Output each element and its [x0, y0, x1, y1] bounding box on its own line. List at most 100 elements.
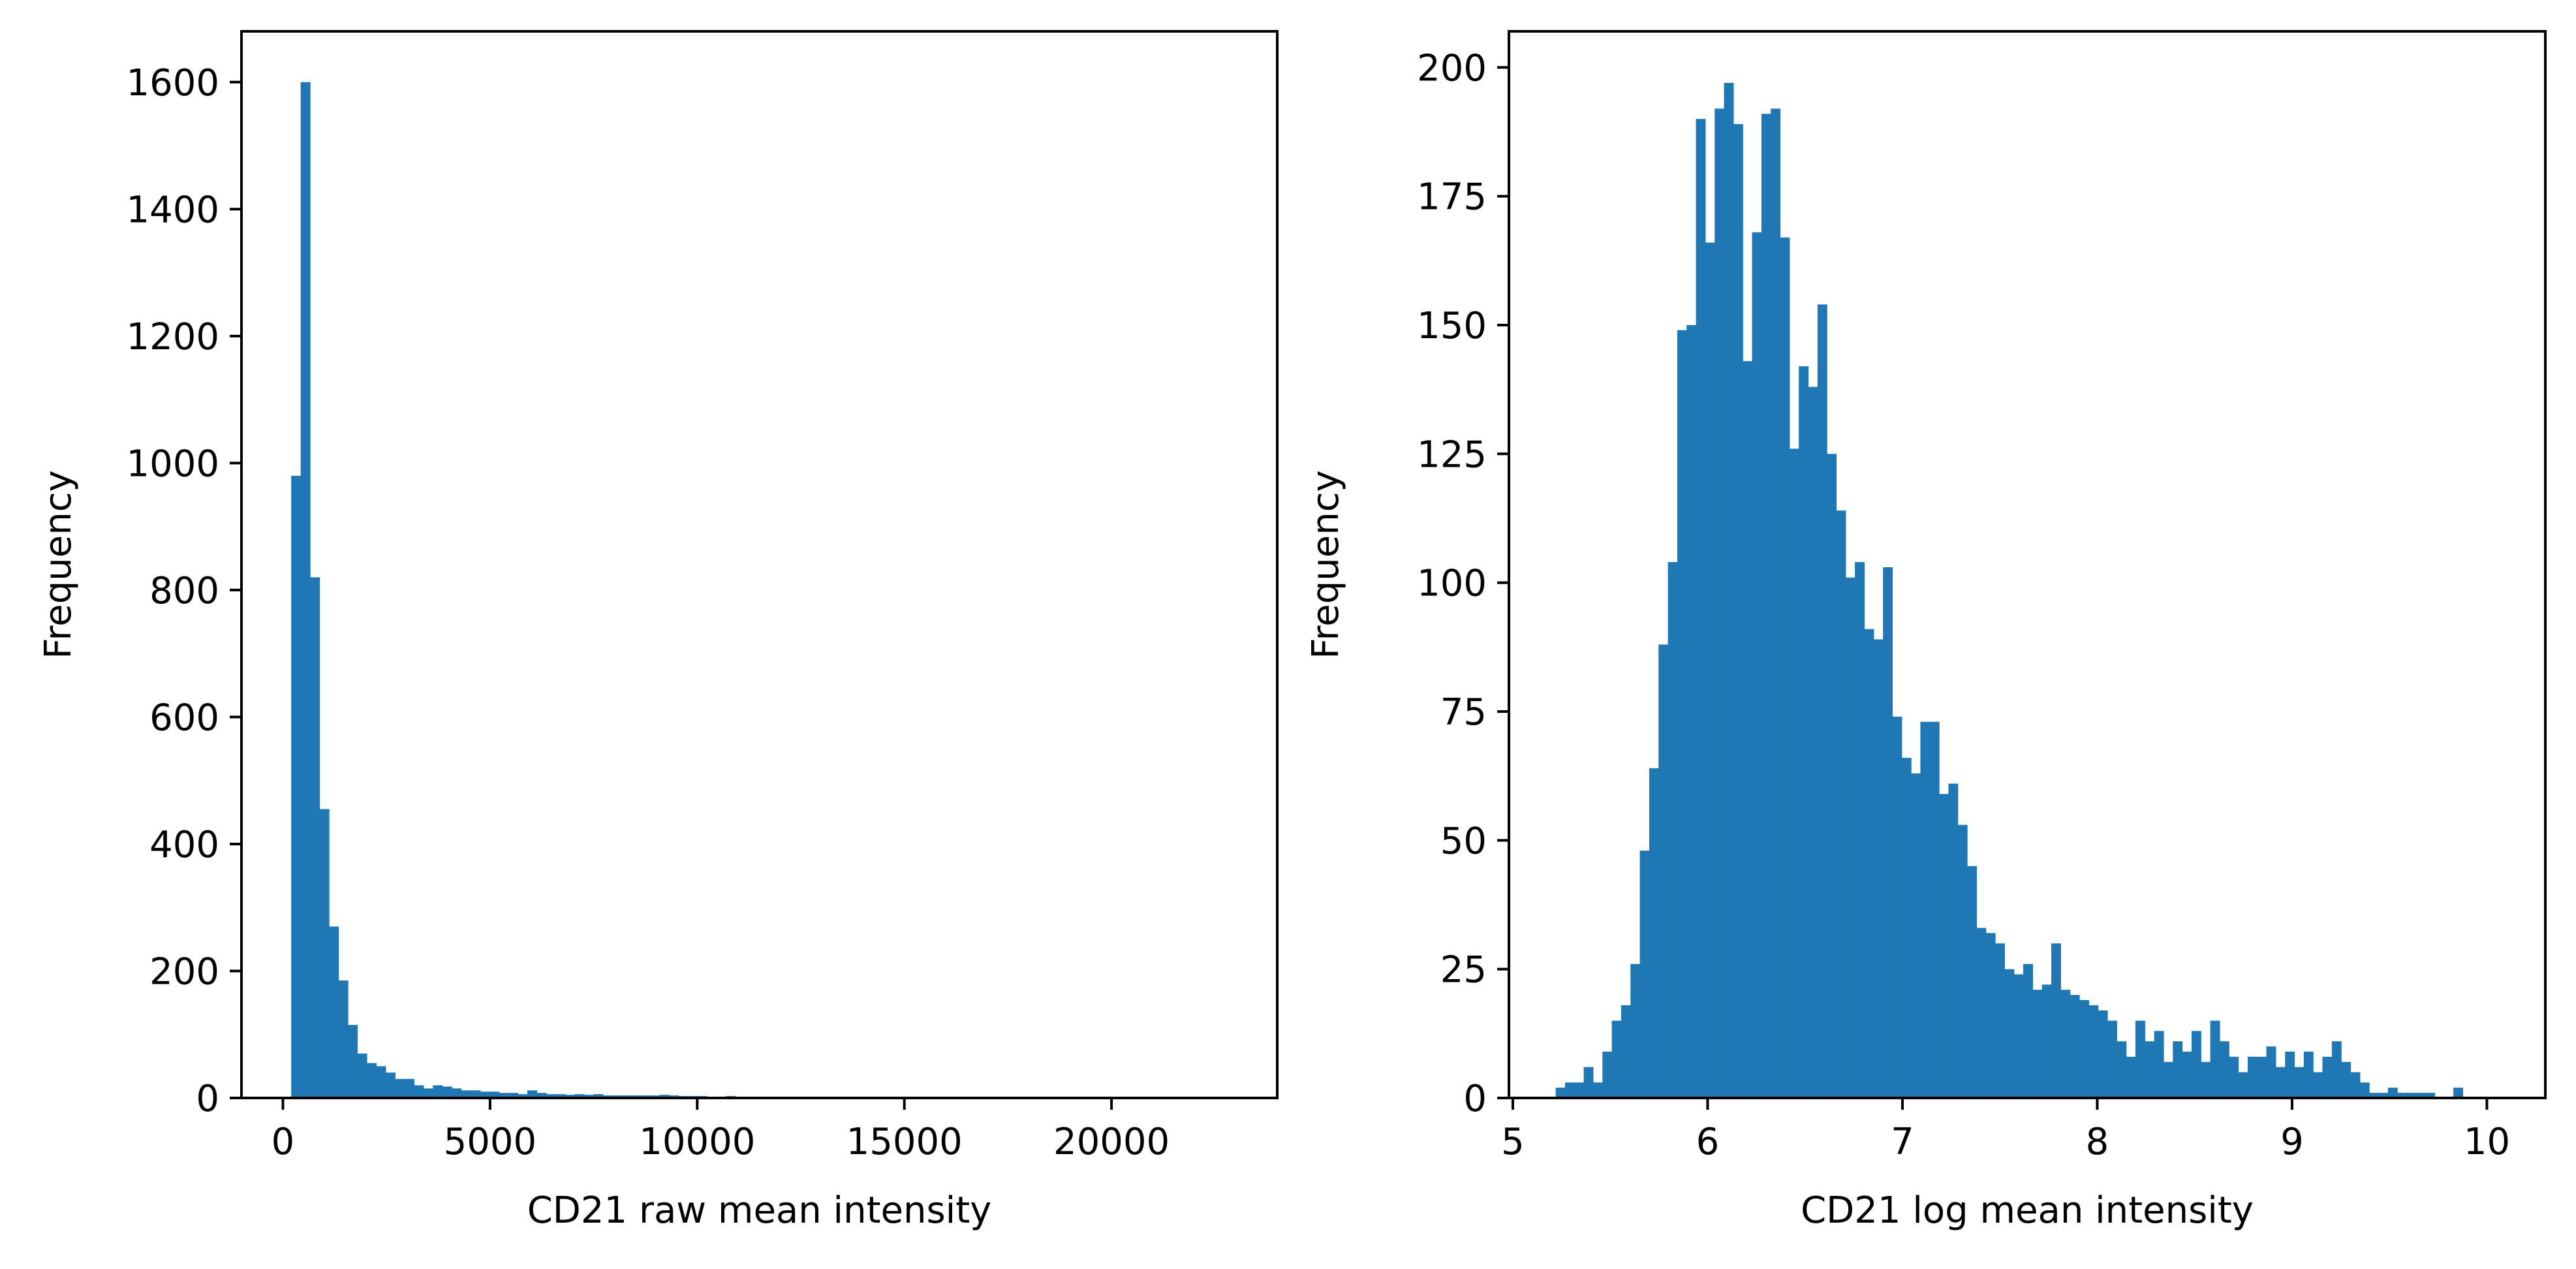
- log-histogram-bar: [2425, 1093, 2436, 1098]
- raw-histogram-y-tick-label: 0: [196, 1078, 219, 1120]
- log-histogram-x-axis-label: CD21 log mean intensity: [1801, 1189, 2254, 1232]
- raw-histogram-bar: [546, 1094, 557, 1098]
- log-histogram-bars: [1555, 82, 2464, 1099]
- raw-histogram-plot-frame: [240, 30, 1279, 1099]
- raw-histogram-y-tick-label: 1600: [126, 62, 219, 104]
- raw-histogram-bar: [348, 1025, 358, 1098]
- raw-histogram-bar: [385, 1073, 396, 1098]
- log-histogram-bar: [1976, 928, 1987, 1098]
- raw-histogram-bar: [357, 1053, 367, 1098]
- log-histogram-bar: [1799, 366, 1809, 1098]
- raw-histogram-y-tick-label: 200: [149, 950, 219, 993]
- raw-histogram-x-tick-label: 5000: [444, 1121, 537, 1163]
- log-histogram-x-tick-label: 10: [2464, 1121, 2510, 1163]
- log-histogram-bar: [2210, 1020, 2220, 1098]
- log-histogram-bar: [2004, 969, 2015, 1098]
- log-histogram-bar: [1939, 794, 1949, 1098]
- log-histogram-y-tick-label: 150: [1417, 305, 1487, 347]
- log-histogram-bar: [2322, 1056, 2333, 1098]
- log-histogram-y-tick-label: 200: [1417, 47, 1487, 89]
- log-histogram-bar: [2359, 1082, 2370, 1098]
- raw-histogram-y-tick-label: 400: [149, 824, 219, 866]
- log-histogram-bar: [2135, 1020, 2145, 1098]
- log-histogram-bar: [2313, 1072, 2323, 1098]
- log-histogram-bar: [1611, 1020, 1622, 1098]
- log-histogram-bar: [2023, 964, 2033, 1098]
- log-histogram-bar: [2163, 1061, 2173, 1098]
- log-histogram-bar: [1911, 773, 1921, 1098]
- log-histogram-bar: [1855, 562, 1865, 1098]
- log-histogram-bar: [1649, 768, 1659, 1098]
- log-histogram-y-tick-label: 175: [1417, 176, 1487, 219]
- log-histogram-bar: [1995, 943, 2005, 1098]
- log-histogram-bar: [1555, 1088, 1566, 1098]
- log-histogram-bar: [1920, 721, 1931, 1098]
- log-histogram-bar: [1668, 562, 1678, 1098]
- log-histogram-bar: [1780, 237, 1790, 1098]
- log-histogram-bar: [2303, 1051, 2314, 1098]
- log-histogram-bar: [2117, 1041, 2127, 1098]
- log-histogram-bar: [2415, 1093, 2426, 1098]
- log-histogram-bar: [1630, 964, 1641, 1098]
- raw-histogram-bar: [471, 1090, 481, 1098]
- raw-histogram-x-tick-label: 20000: [1053, 1121, 1170, 1163]
- log-histogram-bar: [2126, 1056, 2136, 1098]
- log-histogram-y-axis-label: Frequency: [1305, 470, 1347, 659]
- raw-histogram-bar: [555, 1094, 566, 1098]
- raw-histogram-bar: [536, 1093, 547, 1098]
- log-histogram-bar: [1686, 324, 1697, 1099]
- log-histogram-bar: [2098, 1010, 2108, 1098]
- log-histogram-bar: [1583, 1067, 1594, 1098]
- log-histogram-bar: [2107, 1020, 2117, 1098]
- log-histogram-bar: [2032, 990, 2043, 1098]
- raw-histogram-x-axis-label: CD21 raw mean intensity: [527, 1189, 992, 1232]
- raw-histogram-bar: [452, 1088, 462, 1098]
- log-histogram-bar: [1696, 119, 1706, 1099]
- log-histogram-bar: [1929, 721, 1940, 1098]
- raw-intensity-histogram: 0 5000 10000 15000 20000 0 200 400 600 800 1000 120…: [37, 30, 1279, 1232]
- raw-histogram-ticks: 0 5000 10000 15000 20000 0 200 400 600 800 1000 120…: [126, 62, 1170, 1163]
- log-histogram-bar: [2154, 1031, 2164, 1098]
- raw-histogram-bar: [583, 1095, 594, 1098]
- raw-histogram-bar: [480, 1091, 490, 1098]
- log-histogram-bar: [1948, 783, 1959, 1098]
- log-histogram-bar: [1733, 124, 1743, 1099]
- log-histogram-bar: [2041, 984, 2052, 1098]
- log-histogram-bar: [1967, 866, 1977, 1098]
- log-histogram-bar: [1602, 1051, 1613, 1098]
- log-histogram-bar: [2387, 1088, 2398, 1098]
- log-histogram-bar: [2173, 1041, 2183, 1098]
- raw-histogram-bar: [527, 1090, 538, 1098]
- log-histogram-bar: [1705, 242, 1715, 1098]
- log-histogram-bar: [2369, 1093, 2380, 1098]
- log-histogram-bar: [1985, 933, 1996, 1098]
- log-histogram-bar: [2257, 1056, 2267, 1098]
- log-histogram-bar: [2182, 1051, 2192, 1098]
- raw-histogram-bar: [499, 1093, 509, 1098]
- raw-histogram-bar: [659, 1095, 670, 1098]
- log-histogram-bar: [1752, 232, 1762, 1098]
- log-histogram-bar: [1808, 386, 1818, 1099]
- log-histogram-bar: [1621, 1005, 1631, 1098]
- log-histogram-bar: [1715, 108, 1725, 1098]
- raw-histogram-bar: [310, 577, 320, 1098]
- raw-histogram-x-tick-label: 0: [272, 1121, 295, 1163]
- log-histogram-bar: [2013, 974, 2024, 1098]
- log-histogram-y-tick-label: 75: [1440, 691, 1487, 734]
- raw-histogram-y-tick-label: 1000: [126, 443, 219, 485]
- log-histogram-y-tick-label: 125: [1417, 433, 1487, 476]
- raw-histogram-x-tick-label: 10000: [639, 1121, 755, 1163]
- log-histogram-bar: [2070, 995, 2080, 1098]
- log-histogram-bar: [1883, 567, 1893, 1098]
- log-histogram-bar: [1724, 82, 1734, 1099]
- log-histogram-bar: [2331, 1041, 2342, 1098]
- raw-histogram-y-axis-label: Frequency: [37, 470, 80, 659]
- raw-histogram-bar: [508, 1093, 519, 1098]
- log-histogram-bar: [2378, 1093, 2389, 1098]
- log-histogram-bar: [2051, 943, 2061, 1098]
- log-histogram-bar: [1873, 639, 1884, 1098]
- log-histogram-bar: [2191, 1031, 2201, 1098]
